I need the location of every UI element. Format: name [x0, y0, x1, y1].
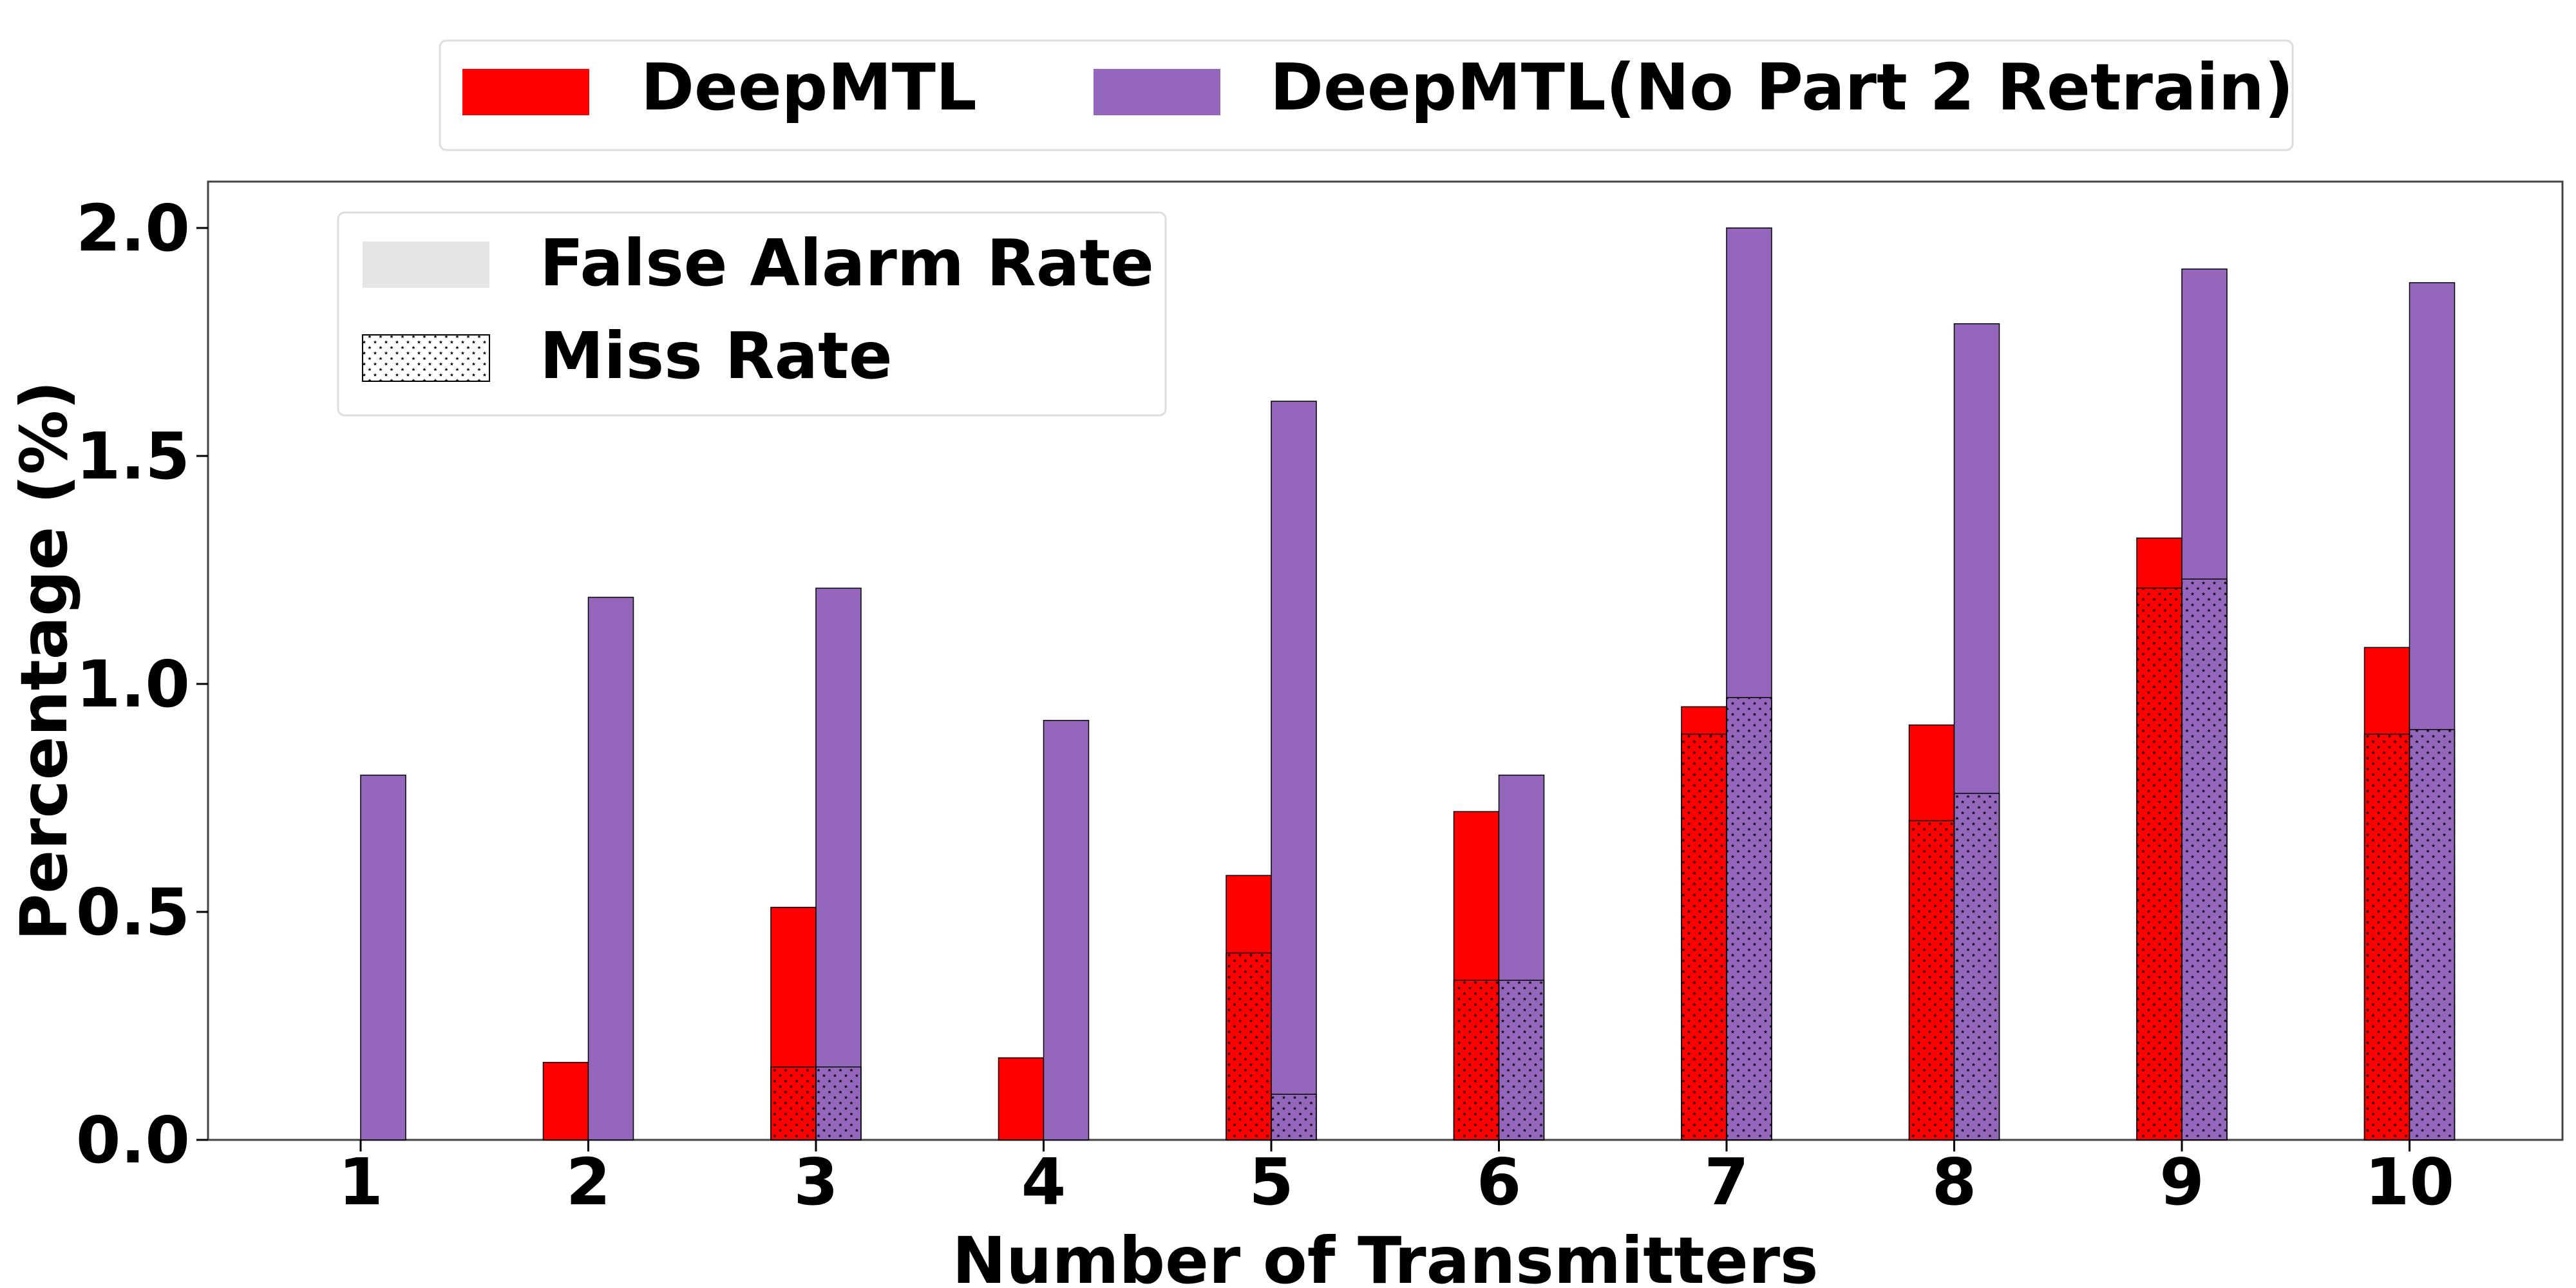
legend-label-deepmtl-no-retrain: DeepMTL(No Part 2 Retrain)	[1270, 50, 2294, 125]
y-axis-label: Percentage (%)	[6, 381, 82, 941]
axis-ticks: 0.0 0.5 1.0 1.5 2.0 1 2 3 4 5 6 7 8 9 10	[76, 191, 2454, 1220]
x-tick-label: 7	[1704, 1144, 1749, 1220]
legend-swatch-deepmtl-no-retrain	[1094, 69, 1220, 115]
x-tick-label: 8	[1932, 1144, 1977, 1220]
bar-miss-rate-deepmtl	[1681, 734, 1727, 1141]
bar-miss-rate-deepmtl-no-retrain	[1498, 980, 1545, 1141]
legend-label-miss-rate: Miss Rate	[540, 318, 893, 393]
legend-label-deepmtl: DeepMTL	[641, 50, 977, 125]
bar-miss-rate-deepmtl	[1226, 952, 1272, 1141]
bar-miss-rate-deepmtl-no-retrain	[1726, 697, 1772, 1141]
x-tick-label: 10	[2365, 1144, 2454, 1220]
series-legend-frame	[439, 39, 2294, 151]
x-tick-label: 3	[793, 1144, 838, 1220]
series-legend: DeepMTL DeepMTL(No Part 2 Retrain)	[439, 39, 2294, 151]
legend-label-false-alarm: False Alarm Rate	[540, 225, 1154, 301]
bar-miss-rate-deepmtl-no-retrain	[1953, 793, 2000, 1141]
y-tick-label: 1.5	[76, 419, 190, 494]
x-axis-label: Number of Transmitters	[952, 1223, 1818, 1288]
bar-deepmtl	[998, 1057, 1045, 1141]
x-tick-label: 6	[1477, 1144, 1522, 1220]
bar-deepmtl-no-retrain	[815, 587, 862, 1141]
bar-deepmtl-no-retrain	[587, 596, 634, 1141]
legend-swatch-false-alarm	[363, 242, 489, 288]
bar-deepmtl-no-retrain	[1271, 401, 1317, 1141]
legend-swatch-miss-rate	[362, 334, 490, 382]
bar-deepmtl-no-retrain	[360, 774, 406, 1141]
bar-miss-rate-deepmtl-no-retrain	[1271, 1094, 1317, 1141]
bar-deepmtl-no-retrain	[1043, 719, 1090, 1141]
legend-swatch-deepmtl	[462, 69, 589, 115]
x-tick-label: 1	[338, 1144, 383, 1220]
bar-miss-rate-deepmtl	[1453, 980, 1500, 1141]
bar-miss-rate-deepmtl-no-retrain	[2409, 729, 2456, 1141]
x-tick-label: 5	[1249, 1144, 1294, 1220]
x-tick-label: 2	[566, 1144, 611, 1220]
bar-miss-rate-deepmtl	[2136, 587, 2183, 1141]
y-tick-label: 0.5	[76, 875, 190, 950]
bars	[360, 227, 2456, 1141]
component-legend-frame	[337, 211, 1167, 417]
bar-miss-rate-deepmtl-no-retrain	[2181, 578, 2228, 1141]
bar-miss-rate-deepmtl	[770, 1066, 817, 1141]
y-tick-label: 0.0	[76, 1103, 190, 1178]
bar-miss-rate-deepmtl	[1908, 820, 1955, 1141]
bar-deepmtl	[542, 1061, 589, 1141]
bar-miss-rate-deepmtl	[2363, 734, 2410, 1141]
bar-miss-rate-deepmtl-no-retrain	[815, 1066, 862, 1141]
y-tick-label: 2.0	[76, 191, 190, 266]
x-tick-label: 4	[1021, 1144, 1066, 1220]
x-tick-label: 9	[2159, 1144, 2204, 1220]
component-legend: False Alarm Rate Miss Rate	[337, 211, 1167, 417]
y-tick-label: 1.0	[76, 647, 190, 722]
